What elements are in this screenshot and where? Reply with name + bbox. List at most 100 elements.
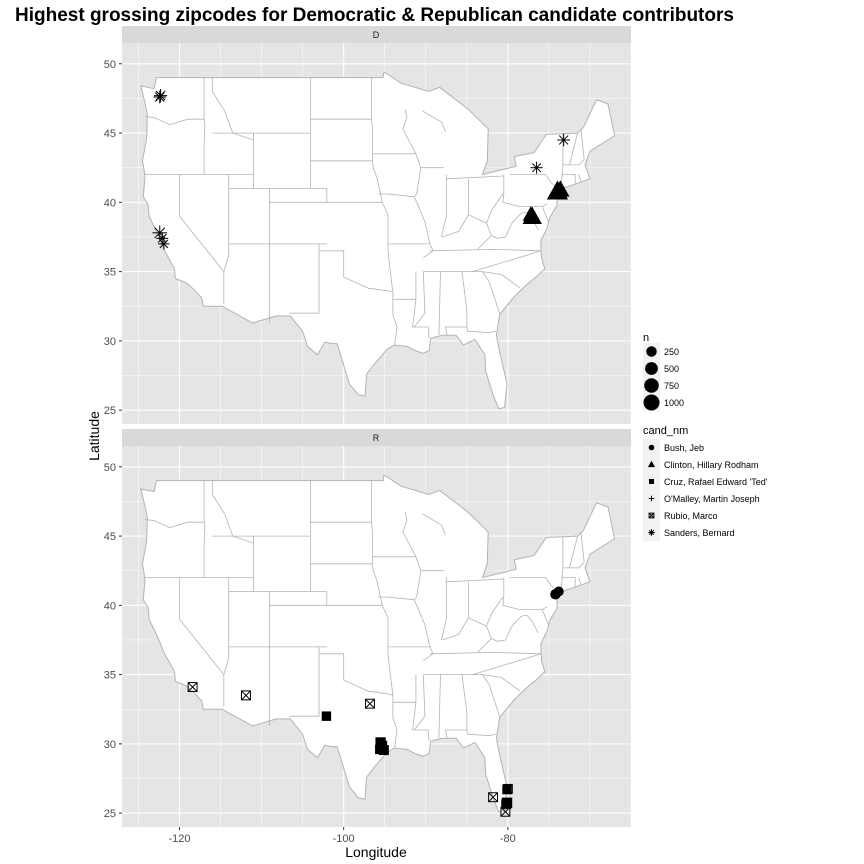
state-border (429, 651, 542, 655)
y-tick-label: 45 (104, 531, 116, 543)
chart-title: Highest grossing zipcodes for Democratic… (15, 5, 734, 26)
state-border (438, 271, 441, 336)
state-border (179, 174, 225, 304)
state-border (413, 674, 426, 731)
size-legend-label: 1000 (664, 398, 684, 408)
state-border (319, 653, 398, 749)
y-tick-label: 30 (104, 739, 116, 751)
state-border (203, 77, 206, 175)
shape-legend-key (647, 460, 656, 468)
state-border (578, 174, 582, 182)
data-point (488, 792, 499, 803)
state-border (482, 271, 500, 314)
data-point (530, 161, 543, 174)
shape-legend-label: O'Malley, Martin Joseph (664, 494, 760, 504)
state-border (289, 243, 320, 314)
size-legend-label: 750 (664, 381, 679, 391)
data-point (502, 783, 513, 794)
y-tick-label: 25 (104, 808, 116, 820)
us-outline (140, 71, 616, 410)
data-point (158, 238, 170, 250)
us-map-r (140, 474, 616, 813)
state-border (441, 577, 447, 641)
y-tick-label: 45 (104, 128, 116, 140)
state-border (562, 159, 585, 166)
y-tick-label: 40 (104, 600, 116, 612)
state-border (472, 653, 542, 675)
legend: n 250 500 750 1000 cand_nm Bush, Jeb Clinton… (643, 332, 768, 541)
shape-legend-key (648, 529, 655, 536)
state-border (442, 214, 492, 250)
shape-legend-label: Bush, Jeb (664, 443, 704, 453)
state-border (541, 206, 550, 224)
data-point (375, 737, 386, 748)
state-border (144, 116, 205, 126)
data-point (522, 206, 540, 221)
state-border (388, 243, 434, 259)
state-border (562, 562, 585, 569)
state-border (466, 729, 496, 737)
state-border (211, 480, 254, 544)
x-tick-label: -120 (168, 833, 190, 845)
shape-legend-key (648, 444, 655, 451)
state-border (211, 77, 254, 141)
us-map-d (140, 71, 616, 410)
state-border (441, 174, 447, 238)
state-border (578, 577, 582, 585)
data-point (156, 232, 169, 245)
y-ticks-r: 25 30 35 40 45 50 (104, 462, 122, 820)
size-legend-label: 500 (664, 364, 679, 374)
state-border (580, 128, 585, 160)
state-border (466, 326, 496, 334)
state-border (413, 196, 431, 244)
shape-legend-key (648, 512, 655, 519)
state-border (482, 674, 521, 692)
strip-label-r: R (373, 433, 380, 443)
state-border (446, 578, 504, 583)
state-border (580, 531, 585, 563)
size-legend-key (645, 362, 658, 375)
shape-legend-key (648, 495, 655, 502)
us-outline (140, 474, 616, 813)
state-border (319, 250, 398, 346)
size-legend-key (646, 346, 657, 357)
points-r (187, 586, 564, 817)
state-border (526, 614, 539, 634)
state-border (561, 174, 576, 185)
state-border (569, 536, 578, 568)
state-border (203, 480, 206, 578)
state-border (378, 556, 422, 601)
data-point (501, 799, 512, 810)
data-point (152, 225, 168, 241)
shape-legend-items: Bush, Jeb Clinton, Hillary Rodham Cruz, Ra… (643, 439, 768, 541)
data-point (557, 133, 571, 147)
y-ticks-d: 25 30 35 40 45 50 (104, 59, 122, 417)
state-border (223, 577, 230, 675)
size-legend-key (644, 378, 659, 393)
y-tick-label: 50 (104, 462, 116, 474)
state-border (402, 512, 417, 557)
data-point (321, 711, 332, 721)
state-border (412, 702, 430, 742)
state-border (442, 617, 492, 653)
state-border (446, 175, 504, 180)
shape-legend-label: Sanders, Bernard (664, 528, 735, 538)
y-tick-label: 35 (104, 267, 116, 279)
y-axis-title: Latitude (86, 411, 102, 461)
state-border (413, 599, 431, 647)
points-d (152, 89, 571, 250)
x-tick-label: -100 (333, 833, 355, 845)
state-border (486, 596, 504, 627)
state-border (378, 153, 422, 198)
state-border (438, 674, 441, 739)
state-border (486, 193, 504, 224)
shape-legend-label: Rubio, Marco (664, 511, 718, 521)
size-legend-title: n (643, 332, 649, 344)
y-tick-label: 40 (104, 197, 116, 209)
data-point (375, 744, 385, 755)
shape-legend-title: cand_nm (643, 425, 688, 437)
state-border (223, 174, 230, 272)
x-ticks: -120 -100 -80 (168, 827, 516, 845)
state-border (371, 77, 394, 293)
